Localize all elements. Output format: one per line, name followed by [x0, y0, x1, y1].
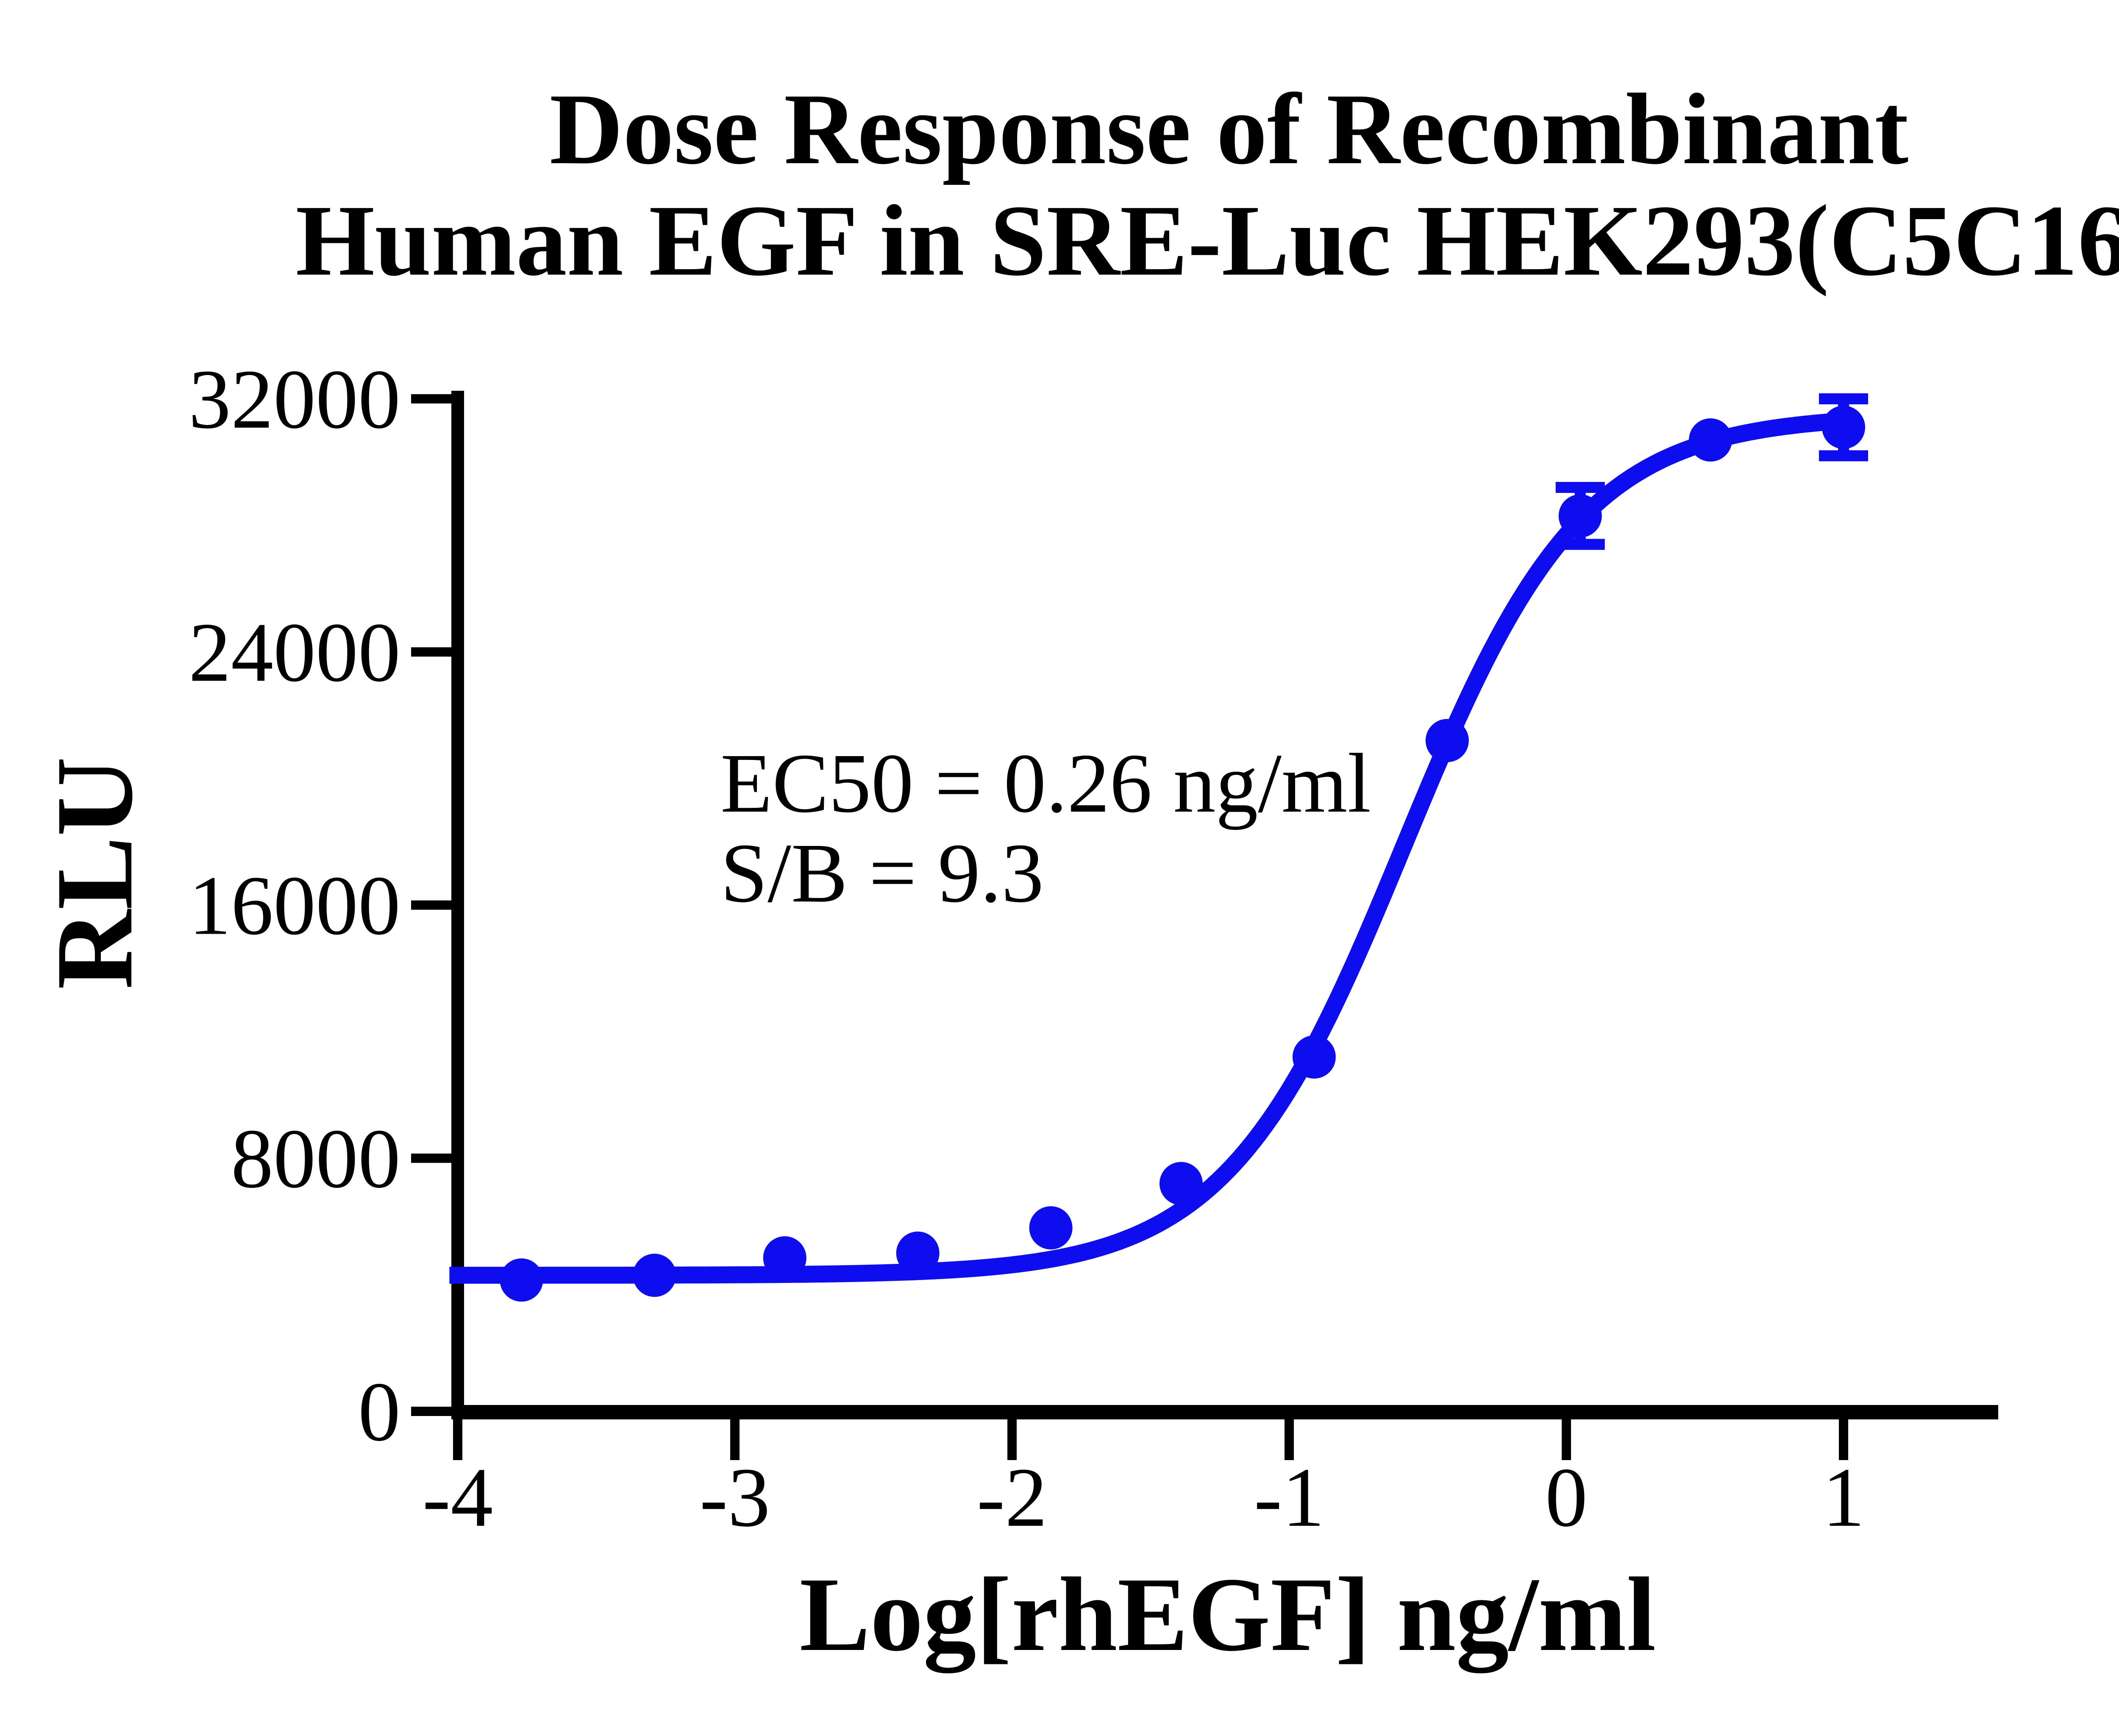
data-point	[763, 1236, 806, 1280]
x-tick	[1285, 1419, 1294, 1460]
data-point	[1689, 418, 1732, 462]
x-tick	[453, 1419, 462, 1460]
data-points	[500, 406, 1865, 1302]
chart-title-line1: Dose Response of Recombinant	[550, 72, 1909, 185]
x-axis-title: Log[rhEGF] ng/ml	[800, 1556, 1656, 1673]
y-tick-label: 16000	[189, 859, 400, 953]
error-bar-cap-top	[1819, 393, 1868, 404]
x-axis-line	[451, 1405, 1998, 1419]
data-point	[1292, 1035, 1336, 1079]
fit-curve	[443, 412, 1849, 1284]
y-tick	[411, 647, 451, 657]
sb-annotation: S/B = 9.3	[720, 826, 1044, 920]
y-tick-label: 8000	[231, 1112, 400, 1206]
x-axis-ticks: -4 -3 -2 -1 0 1	[423, 1419, 1865, 1544]
data-point	[896, 1231, 940, 1275]
x-tick-label: -2	[977, 1451, 1048, 1544]
x-tick-label: -1	[1254, 1451, 1325, 1544]
y-axis-ticks: 0 8000 16000 24000 32000	[189, 353, 451, 1459]
y-tick-label: 0	[358, 1365, 400, 1459]
y-tick	[411, 900, 451, 910]
data-point	[1558, 494, 1602, 538]
y-tick-label: 32000	[189, 353, 400, 446]
x-tick	[1007, 1419, 1017, 1460]
x-tick-label: -3	[700, 1451, 770, 1544]
y-axis-title: RLU	[33, 757, 156, 990]
y-tick	[411, 394, 451, 403]
error-bar-cap-bottom	[1819, 450, 1868, 462]
chart-title-line2: Human EGF in SRE-Luc HEK293(C5C16)	[296, 184, 2119, 297]
x-tick	[1839, 1419, 1848, 1460]
data-point	[500, 1258, 543, 1302]
data-point	[1029, 1206, 1073, 1249]
fit-curve-group	[443, 412, 1849, 1284]
data-point	[633, 1253, 676, 1297]
y-axis-line	[451, 391, 464, 1419]
data-point	[1159, 1162, 1203, 1205]
x-tick-label: -4	[423, 1451, 493, 1544]
x-tick	[1562, 1419, 1571, 1460]
y-tick-label: 24000	[189, 606, 400, 699]
y-tick	[411, 1153, 451, 1163]
x-tick-label: 1	[1822, 1451, 1865, 1544]
data-point	[1425, 719, 1469, 762]
error-bar-cap-top	[1555, 482, 1605, 493]
x-tick	[730, 1419, 740, 1460]
data-point	[1822, 406, 1865, 449]
x-tick-label: 0	[1545, 1451, 1588, 1544]
ec50-annotation: EC50 = 0.26 ng/ml	[720, 737, 1371, 830]
y-tick	[411, 1407, 451, 1416]
